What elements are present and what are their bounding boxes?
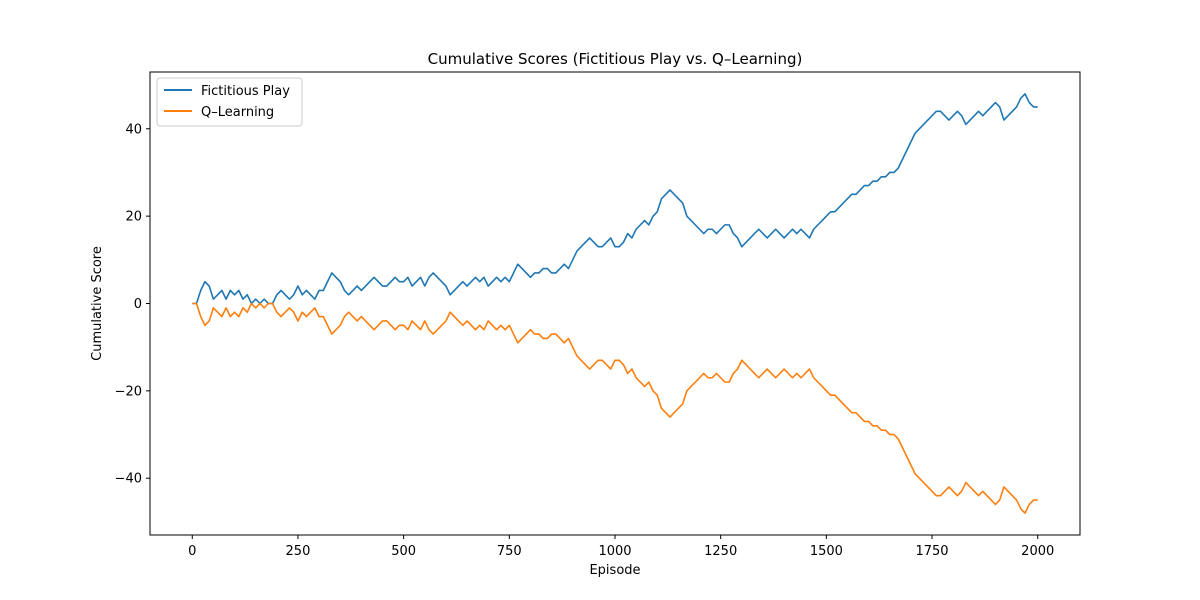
x-tick-label: 250: [286, 544, 311, 559]
x-tick-label: 1250: [704, 544, 737, 559]
x-tick-label: 0: [188, 544, 196, 559]
y-tick-label: 0: [134, 297, 142, 312]
y-tick-label: 20: [125, 210, 142, 225]
x-axis-label: Episode: [589, 563, 640, 578]
y-tick-label: −20: [115, 384, 142, 399]
x-axis: 0 250 500 750 1000 1250 1500 1750 2000: [188, 535, 1054, 559]
x-tick-label: 1000: [598, 544, 631, 559]
x-tick-label: 500: [391, 544, 416, 559]
chart-title: Cumulative Scores (Fictitious Play vs. Q…: [428, 50, 803, 68]
legend-label-fictitious-play: Fictitious Play: [201, 84, 290, 99]
plot-lines: [192, 93, 1038, 514]
x-tick-label: 1500: [810, 544, 843, 559]
y-tick-label: −40: [115, 472, 142, 487]
x-tick-label: 1750: [915, 544, 948, 559]
series-line-q-learning: [192, 302, 1038, 514]
x-tick-label: 2000: [1021, 544, 1054, 559]
legend-box: [156, 77, 303, 127]
y-axis: −40 −20 0 20 40: [115, 122, 150, 487]
legend-label-q-learning: Q–Learning: [201, 105, 274, 120]
y-tick-label: 40: [125, 122, 142, 137]
legend: Fictitious Play Q–Learning: [156, 77, 303, 127]
y-axis-label: Cumulative Score: [90, 246, 105, 361]
series-line-fictitious-play: [192, 93, 1038, 305]
x-tick-label: 750: [497, 544, 522, 559]
